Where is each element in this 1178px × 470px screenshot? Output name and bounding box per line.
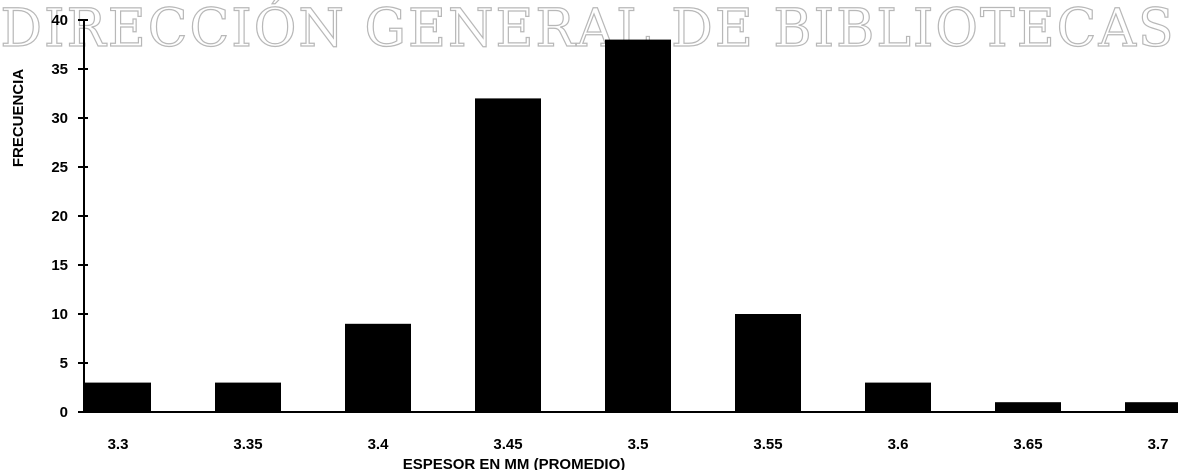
bar-3.45 — [475, 98, 541, 413]
x-tick-label: 3.45 — [493, 436, 522, 453]
bar-3.7 — [1125, 402, 1178, 412]
x-tick-label: 3.6 — [888, 436, 909, 453]
y-tick-label: 40 — [51, 12, 68, 29]
x-tick-label: 3.4 — [368, 436, 390, 453]
x-tick-label: 3.55 — [753, 436, 782, 453]
bar-3.6 — [865, 382, 931, 412]
x-axis-ticks: 3.3 3.35 3.4 3.45 3.5 3.55 3.6 3.65 3.7 — [108, 436, 1169, 453]
x-tick-label: 3.5 — [628, 436, 649, 453]
bars-group — [85, 39, 1178, 413]
watermark-text: DIRECCIÓN GENERAL DE BIBLIOTECAS — [0, 0, 1175, 59]
x-axis-title: ESPESOR EN MM (PROMEDIO) — [403, 456, 626, 470]
x-tick-label: 3.3 — [108, 436, 129, 453]
y-tick-label: 0 — [60, 404, 68, 421]
y-tick-label: 10 — [51, 306, 68, 323]
x-tick-label: 3.35 — [233, 436, 262, 453]
bar-3.55 — [735, 314, 801, 412]
y-tick-label: 25 — [51, 159, 68, 176]
y-axis-title: FRECUENCIA — [10, 69, 27, 168]
bar-3.4 — [345, 323, 411, 412]
x-tick-label: 3.7 — [1148, 436, 1169, 453]
bar-3.65 — [995, 402, 1061, 412]
x-tick-label: 3.65 — [1013, 436, 1042, 453]
y-tick-label: 20 — [51, 208, 68, 225]
y-tick-label: 35 — [51, 61, 68, 78]
y-tick-label: 5 — [60, 355, 68, 372]
bar-3.3 — [85, 382, 151, 412]
y-axis-ticks: 0 5 10 15 20 25 30 35 40 — [51, 12, 88, 421]
bar-3.5 — [605, 39, 671, 412]
y-tick-label: 15 — [51, 257, 68, 274]
bar-3.35 — [215, 382, 281, 412]
y-tick-label: 30 — [51, 110, 68, 127]
